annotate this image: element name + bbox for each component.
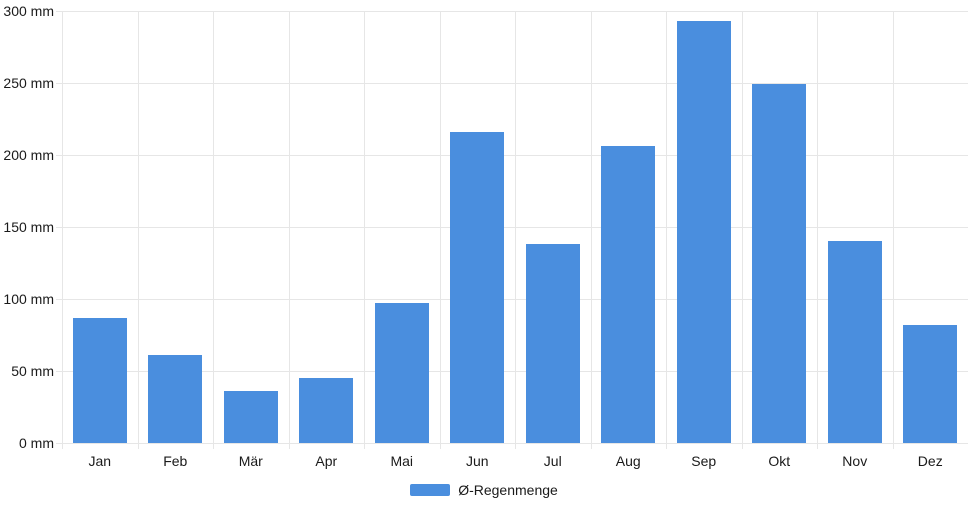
- x-gridline: [742, 11, 743, 449]
- y-gridline: [56, 83, 968, 84]
- bar-aug[interactable]: [601, 146, 655, 443]
- bar-apr[interactable]: [299, 378, 353, 443]
- bar-mai[interactable]: [375, 303, 429, 443]
- x-tick-label: Mai: [390, 453, 414, 469]
- x-tick-label: Jun: [465, 453, 489, 469]
- y-tick-label: 250 mm: [3, 75, 54, 91]
- x-gridline: [364, 11, 365, 449]
- x-tick-label: Jul: [543, 453, 562, 469]
- x-tick-label: Okt: [768, 453, 791, 469]
- y-gridline: [56, 371, 968, 372]
- x-gridline: [138, 11, 139, 449]
- x-gridline: [591, 11, 592, 449]
- x-tick-label: Feb: [163, 453, 188, 469]
- y-gridline: [56, 155, 968, 156]
- bar-feb[interactable]: [148, 355, 202, 443]
- y-gridline: [56, 299, 968, 300]
- x-tick-label: Apr: [315, 453, 338, 469]
- x-gridline: [666, 11, 667, 449]
- bar-jun[interactable]: [450, 132, 504, 443]
- y-gridline: [56, 443, 968, 444]
- legend-label: Ø-Regenmenge: [458, 482, 558, 498]
- bar-nov[interactable]: [828, 241, 882, 443]
- bar-jul[interactable]: [526, 244, 580, 443]
- legend-item[interactable]: Ø-Regenmenge: [0, 481, 968, 499]
- x-gridline: [289, 11, 290, 449]
- x-gridline: [817, 11, 818, 449]
- legend-swatch: [410, 484, 451, 496]
- y-tick-label: 0 mm: [19, 435, 54, 451]
- x-gridline: [515, 11, 516, 449]
- x-tick-label: Aug: [615, 453, 641, 469]
- x-tick-label: Nov: [842, 453, 868, 469]
- bar-dez[interactable]: [903, 325, 957, 443]
- y-tick-label: 50 mm: [11, 363, 54, 379]
- y-gridline: [56, 11, 968, 12]
- y-tick-label: 300 mm: [3, 3, 54, 19]
- bar-mär[interactable]: [224, 391, 278, 443]
- x-tick-label: Mär: [238, 453, 263, 469]
- y-tick-label: 200 mm: [3, 147, 54, 163]
- y-tick-label: 150 mm: [3, 219, 54, 235]
- bar-jan[interactable]: [73, 318, 127, 443]
- x-gridline: [440, 11, 441, 449]
- y-tick-label: 100 mm: [3, 291, 54, 307]
- plot-area: [56, 11, 968, 449]
- x-tick-label: Jan: [88, 453, 112, 469]
- x-tick-label: Dez: [917, 453, 943, 469]
- x-gridline: [213, 11, 214, 449]
- x-gridline: [893, 11, 894, 449]
- y-gridline: [56, 227, 968, 228]
- bar-okt[interactable]: [752, 84, 806, 443]
- x-gridline: [62, 11, 63, 449]
- x-tick-label: Sep: [691, 453, 717, 469]
- bar-sep[interactable]: [677, 21, 731, 443]
